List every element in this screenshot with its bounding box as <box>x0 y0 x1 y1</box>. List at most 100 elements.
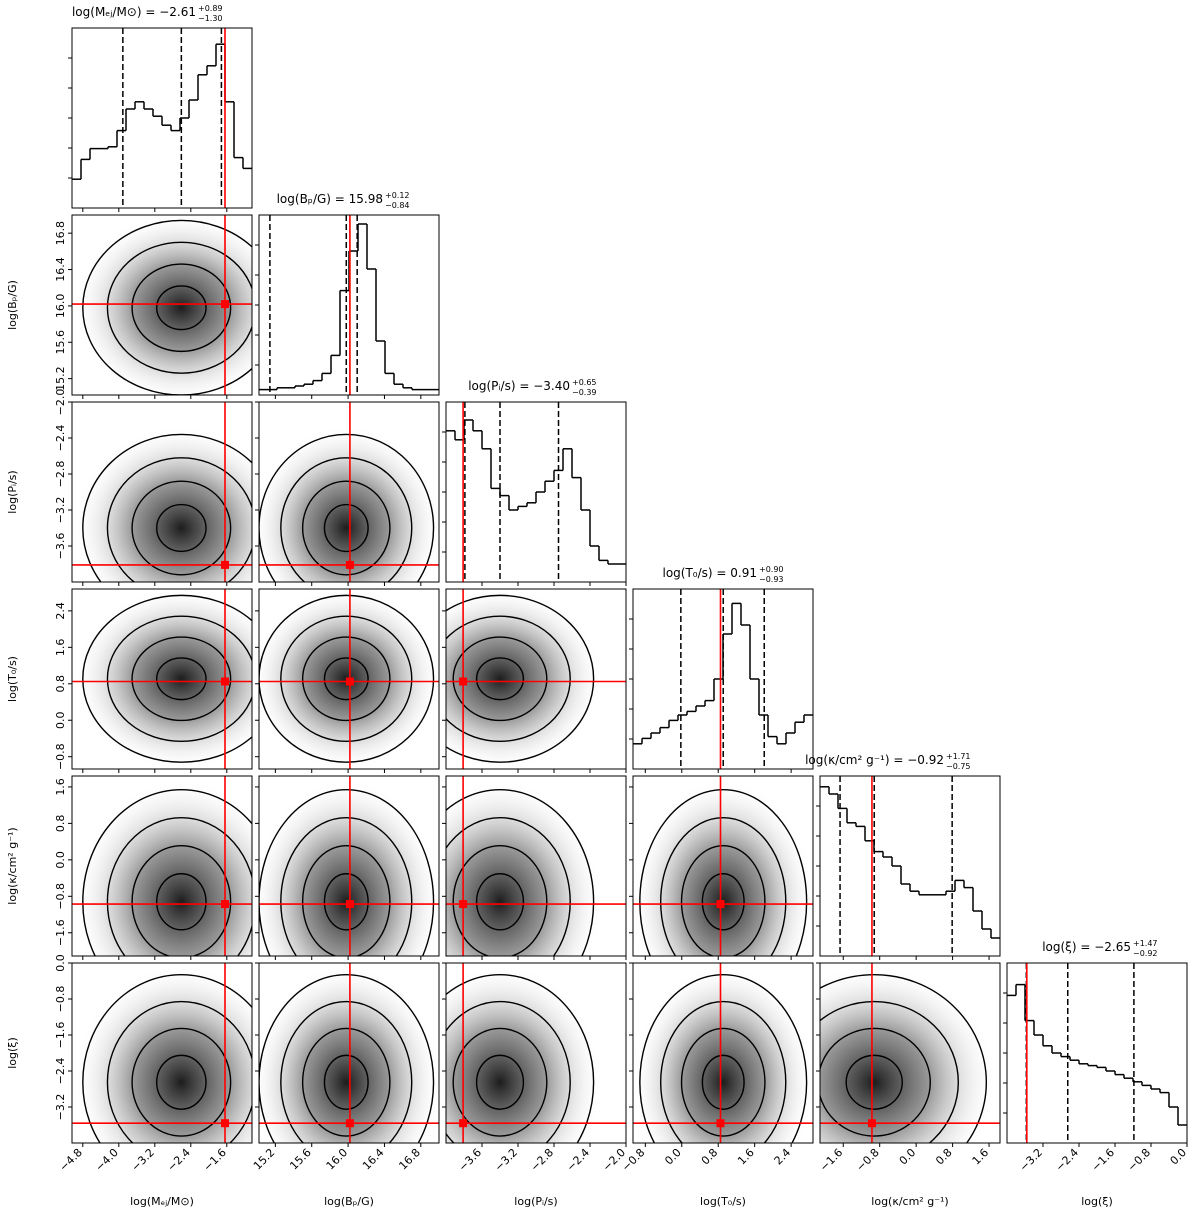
density <box>72 776 252 956</box>
panel-frame <box>445 401 627 583</box>
panel <box>255 962 440 1147</box>
panel-frame <box>258 214 440 396</box>
x-tick-label: −0.8 <box>619 1146 647 1174</box>
y-tick-label: −0.8 <box>54 743 67 770</box>
truth-point <box>221 1119 229 1128</box>
x-tick-label: −1.6 <box>201 1146 229 1174</box>
x-axis-label: log(κ/cm² g⁻¹) <box>871 1195 948 1208</box>
truth-point <box>345 560 354 569</box>
x-tick-label: 16.4 <box>360 1146 387 1173</box>
x-tick-label: 1.6 <box>735 1146 757 1168</box>
x-tick-label: −2.4 <box>1053 1146 1081 1174</box>
density <box>633 776 813 956</box>
density-contour <box>323 657 369 701</box>
density-contour <box>820 1000 959 1143</box>
panel <box>629 962 814 1147</box>
y-tick-label: 16.8 <box>54 221 67 246</box>
x-tick-label: 1.6 <box>970 1146 992 1168</box>
x-tick-label: 15.6 <box>287 1146 314 1173</box>
title-plus: +1.71 <box>946 752 971 761</box>
x-axis-label: log(ξ) <box>1081 1195 1113 1208</box>
density-contour <box>106 241 252 374</box>
density-contour <box>446 817 571 956</box>
x-tick-label: 0.0 <box>662 1146 684 1168</box>
panel <box>442 401 627 586</box>
density-contour <box>323 873 369 931</box>
density-contour <box>660 1000 787 1143</box>
density <box>259 963 439 1143</box>
panel-title: log(κ/cm² g⁻¹) = −0.92 <box>805 753 944 767</box>
truth-point <box>867 1119 876 1128</box>
y-tick-label: −3.2 <box>54 497 67 524</box>
y-tick-label: −2.4 <box>54 425 67 452</box>
density <box>259 402 439 582</box>
density-contour <box>131 845 232 956</box>
panel <box>442 962 627 1147</box>
density-contour <box>446 789 595 956</box>
density <box>259 589 439 769</box>
density <box>446 589 626 769</box>
y-tick-label: −0.8 <box>54 986 67 1013</box>
density-contour <box>301 636 391 722</box>
x-tick-label: 0.0 <box>1168 1146 1190 1168</box>
density-contour <box>475 1054 525 1110</box>
y-tick-label: −3.2 <box>54 1094 67 1121</box>
y-tick-label: −1.6 <box>54 919 67 946</box>
density-contour <box>82 974 252 1143</box>
title-minus: −0.92 <box>1133 949 1158 958</box>
density-contour <box>106 615 252 742</box>
x-tick-label: −4.0 <box>93 1146 121 1174</box>
panel-frame <box>1006 962 1188 1144</box>
panel <box>68 214 253 399</box>
density-contour <box>301 480 391 576</box>
density-contour <box>446 974 595 1143</box>
density-contour <box>475 873 525 931</box>
x-tick-label: 2.4 <box>772 1146 794 1168</box>
x-tick-label: −3.2 <box>492 1146 520 1174</box>
x-axis-label: log(Mₑⱼ/M⊙) <box>130 1195 194 1208</box>
density-contour <box>301 845 391 956</box>
density-shade <box>72 425 252 582</box>
density-contour <box>280 615 413 743</box>
y-tick-label: 0.0 <box>54 851 67 869</box>
panel <box>442 775 627 960</box>
density <box>72 402 252 582</box>
x-tick-label: −1.6 <box>1089 1146 1117 1174</box>
density-contour <box>845 1054 903 1110</box>
title-minus: −0.75 <box>946 762 971 771</box>
panel-frame <box>819 962 1001 1144</box>
truth-point <box>459 900 468 909</box>
density-contour <box>280 457 413 582</box>
density-contour <box>131 1027 232 1137</box>
density-shade <box>820 963 998 1143</box>
y-axis-label: log(κ/cm² g⁻¹) <box>6 827 19 904</box>
truth-point <box>221 900 229 909</box>
panel-frame <box>71 401 253 583</box>
density-contour <box>701 1054 745 1110</box>
y-tick-label: 15.2 <box>54 366 67 391</box>
truth-point <box>221 560 229 569</box>
truth-point <box>459 1119 468 1128</box>
density-contour <box>156 657 207 701</box>
panel-frame <box>445 962 627 1144</box>
title-minus: −0.93 <box>759 575 784 584</box>
y-tick-label: 1.6 <box>54 778 67 796</box>
panel-frame <box>258 588 440 770</box>
panel-frame <box>71 962 253 1144</box>
density-contour <box>820 974 987 1143</box>
x-tick-label: −3.2 <box>129 1146 157 1174</box>
density-contour <box>680 1027 766 1137</box>
density-contour <box>259 433 435 582</box>
x-tick-label: 16.0 <box>324 1146 351 1173</box>
density-contour <box>660 817 787 956</box>
x-axis-label: log(T₀/s) <box>700 1195 746 1208</box>
panel <box>442 588 627 773</box>
x-tick-label: 15.2 <box>251 1146 278 1173</box>
y-tick-label: 15.6 <box>54 330 67 355</box>
density <box>446 963 626 1143</box>
panel-frame <box>632 962 814 1144</box>
title-minus: −0.84 <box>385 201 410 210</box>
x-tick-label: −2.8 <box>528 1146 556 1174</box>
density <box>446 776 626 956</box>
